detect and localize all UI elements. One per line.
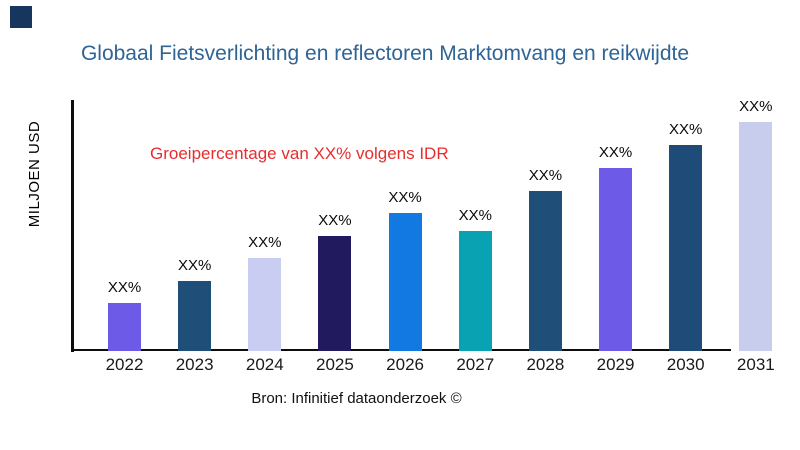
y-axis-line <box>71 100 74 352</box>
bar-2026 <box>388 213 422 351</box>
growth-annotation: Groeipercentage van XX% volgens IDR <box>150 144 449 163</box>
bar-2030 <box>669 145 703 351</box>
x-tick-2030: 2030 <box>666 355 705 374</box>
x-tick-2026: 2026 <box>386 355 424 374</box>
logo-mark <box>10 6 32 28</box>
bar-2031 <box>739 122 773 351</box>
bar-value-label-2028: XX% <box>528 167 563 184</box>
x-tick-2028: 2028 <box>526 355 565 374</box>
x-tick-2025: 2025 <box>316 355 354 374</box>
bar-2022 <box>108 303 141 351</box>
bar-value-label-2023: XX% <box>177 257 212 274</box>
bar-2028 <box>528 191 562 351</box>
bar-value-label-2025: XX% <box>318 212 352 229</box>
bar-2029 <box>599 168 633 351</box>
x-tick-2023: 2023 <box>175 355 214 374</box>
x-tick-2027: 2027 <box>456 355 495 374</box>
bar-value-label-2022: XX% <box>107 279 142 296</box>
chart-title: Globaal Fietsverlichting en reflectoren … <box>80 42 690 65</box>
bar-value-label-2026: XX% <box>388 189 422 206</box>
bar-value-label-2027: XX% <box>458 207 492 224</box>
bar-2023 <box>178 281 212 351</box>
x-tick-2024: 2024 <box>245 355 284 374</box>
bar-value-label-2024: XX% <box>248 234 282 251</box>
bar-2027 <box>458 231 492 351</box>
bar-2024 <box>248 258 282 351</box>
bar-value-label-2030: XX% <box>669 121 703 138</box>
x-tick-2022: 2022 <box>105 355 144 374</box>
bar-2025 <box>318 236 352 351</box>
bar-value-label-2031: XX% <box>739 98 773 115</box>
x-tick-2029: 2029 <box>596 355 635 374</box>
x-tick-2031: 2031 <box>736 355 775 374</box>
y-axis-label: MILJOEN USD <box>26 120 43 228</box>
source-note: Bron: Infinitief dataonderzoek © <box>251 390 462 407</box>
bar-value-label-2029: XX% <box>598 144 633 161</box>
